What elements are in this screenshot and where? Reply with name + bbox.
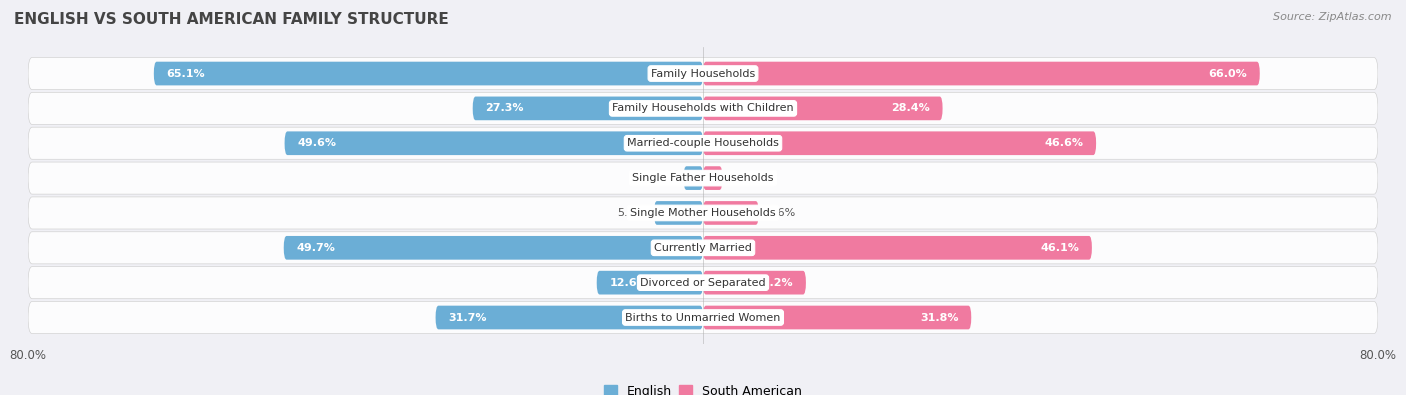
Text: Family Households with Children: Family Households with Children	[612, 103, 794, 113]
FancyBboxPatch shape	[28, 197, 1378, 229]
FancyBboxPatch shape	[703, 306, 972, 329]
Text: 46.1%: 46.1%	[1040, 243, 1080, 253]
Text: Currently Married: Currently Married	[654, 243, 752, 253]
FancyBboxPatch shape	[284, 132, 703, 155]
Text: 27.3%: 27.3%	[485, 103, 524, 113]
FancyBboxPatch shape	[683, 166, 703, 190]
Text: 2.3%: 2.3%	[647, 173, 675, 183]
Text: 12.6%: 12.6%	[609, 278, 648, 288]
FancyBboxPatch shape	[28, 301, 1378, 333]
FancyBboxPatch shape	[703, 62, 1260, 85]
Text: Married-couple Households: Married-couple Households	[627, 138, 779, 148]
FancyBboxPatch shape	[436, 306, 703, 329]
FancyBboxPatch shape	[28, 162, 1378, 194]
FancyBboxPatch shape	[153, 62, 703, 85]
Text: 5.8%: 5.8%	[617, 208, 645, 218]
Text: 12.2%: 12.2%	[755, 278, 793, 288]
Text: 2.3%: 2.3%	[731, 173, 759, 183]
FancyBboxPatch shape	[28, 58, 1378, 90]
Text: Single Mother Households: Single Mother Households	[630, 208, 776, 218]
FancyBboxPatch shape	[703, 201, 759, 225]
Text: Single Father Households: Single Father Households	[633, 173, 773, 183]
Text: 46.6%: 46.6%	[1045, 138, 1084, 148]
Text: Births to Unmarried Women: Births to Unmarried Women	[626, 312, 780, 322]
Text: Family Households: Family Households	[651, 69, 755, 79]
FancyBboxPatch shape	[28, 232, 1378, 264]
Text: 66.0%: 66.0%	[1208, 69, 1247, 79]
Text: 6.6%: 6.6%	[768, 208, 796, 218]
FancyBboxPatch shape	[703, 271, 806, 295]
Text: Divorced or Separated: Divorced or Separated	[640, 278, 766, 288]
FancyBboxPatch shape	[703, 236, 1092, 260]
FancyBboxPatch shape	[703, 132, 1097, 155]
Text: Source: ZipAtlas.com: Source: ZipAtlas.com	[1274, 12, 1392, 22]
Text: 28.4%: 28.4%	[891, 103, 929, 113]
Text: 49.7%: 49.7%	[297, 243, 335, 253]
Text: 31.7%: 31.7%	[449, 312, 486, 322]
FancyBboxPatch shape	[596, 271, 703, 295]
FancyBboxPatch shape	[28, 127, 1378, 159]
FancyBboxPatch shape	[654, 201, 703, 225]
FancyBboxPatch shape	[28, 92, 1378, 124]
FancyBboxPatch shape	[703, 166, 723, 190]
Text: 49.6%: 49.6%	[297, 138, 336, 148]
Legend: English, South American: English, South American	[599, 380, 807, 395]
FancyBboxPatch shape	[703, 96, 942, 120]
FancyBboxPatch shape	[284, 236, 703, 260]
Text: 31.8%: 31.8%	[920, 312, 959, 322]
Text: 65.1%: 65.1%	[166, 69, 205, 79]
FancyBboxPatch shape	[28, 267, 1378, 299]
Text: ENGLISH VS SOUTH AMERICAN FAMILY STRUCTURE: ENGLISH VS SOUTH AMERICAN FAMILY STRUCTU…	[14, 12, 449, 27]
FancyBboxPatch shape	[472, 96, 703, 120]
